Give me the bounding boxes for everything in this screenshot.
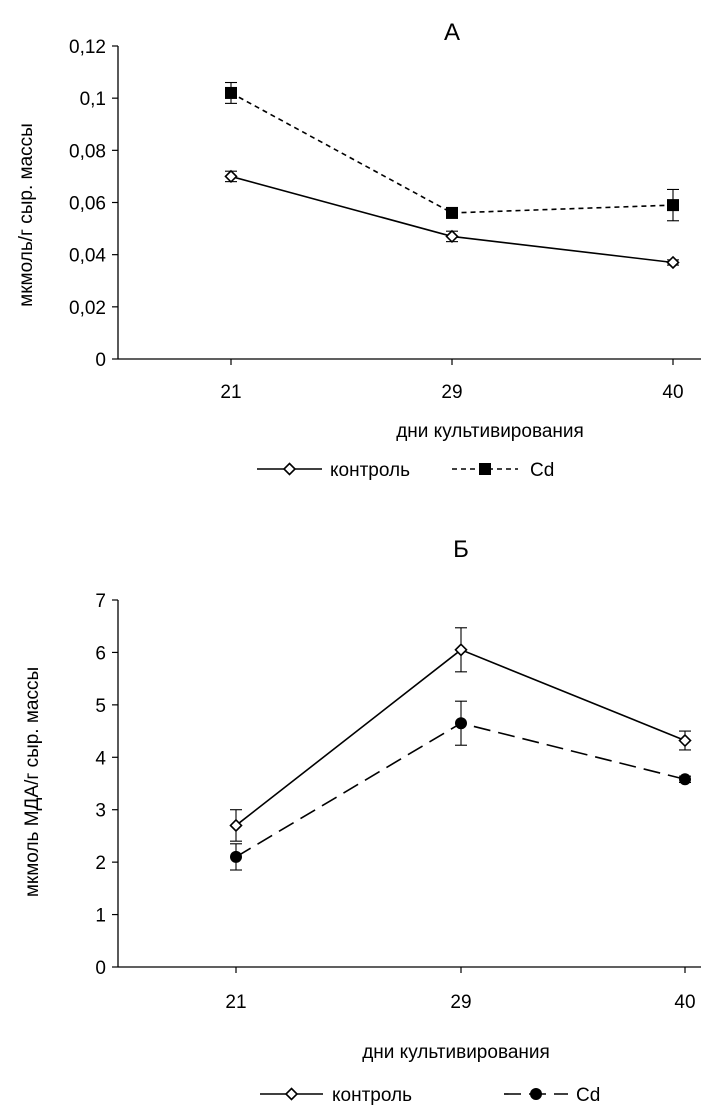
legend: контроль Cd bbox=[257, 460, 554, 481]
x-axis-label: дни культивирования bbox=[362, 1042, 550, 1063]
chart-panel-a: 0 0,02 0,04 0,06 0,08 0,1 0,12 21 29 40 Амкмоль/г … bbox=[16, 19, 701, 481]
legend-label: контроль bbox=[332, 1085, 412, 1106]
data-point bbox=[225, 86, 237, 99]
legend-marker bbox=[479, 463, 491, 475]
legend-marker bbox=[284, 1087, 299, 1101]
legend-label: контроль bbox=[330, 460, 410, 481]
data-point bbox=[455, 717, 467, 730]
y-tick-label: 0 bbox=[95, 958, 106, 979]
y-tick-label: 2 bbox=[95, 853, 106, 874]
data-point bbox=[666, 255, 680, 270]
y-tick-label: 0,1 bbox=[80, 89, 106, 110]
chart-title: Б bbox=[453, 536, 469, 563]
legend-marker bbox=[282, 462, 297, 476]
legend-label: Cd bbox=[530, 460, 554, 481]
x-axis-label: дни культивирования bbox=[396, 421, 584, 442]
data-point bbox=[679, 773, 691, 786]
data-point bbox=[667, 199, 679, 212]
y-tick-label: 4 bbox=[95, 748, 106, 769]
legend: контроль Cd bbox=[260, 1085, 600, 1106]
x-tick-label: 40 bbox=[662, 382, 683, 403]
y-tick-label: 6 bbox=[95, 643, 106, 664]
data-point bbox=[445, 229, 459, 244]
series-cd bbox=[230, 700, 691, 871]
data-point bbox=[446, 206, 458, 219]
y-tick-label: 0,04 bbox=[69, 246, 106, 267]
y-axis-label: мкмоль МДА/г сыр. массы bbox=[22, 667, 43, 897]
data-point bbox=[454, 643, 468, 657]
x-tick-label: 29 bbox=[441, 382, 462, 403]
legend-marker bbox=[530, 1088, 542, 1100]
y-tick-label: 3 bbox=[95, 801, 106, 822]
y-axis-label: мкмоль/г сыр. массы bbox=[16, 123, 37, 307]
y-tick-label: 5 bbox=[95, 696, 106, 717]
x-tick-label: 21 bbox=[225, 992, 246, 1013]
y-tick-label: 0,02 bbox=[69, 298, 106, 319]
series-line bbox=[230, 175, 674, 264]
series-cd bbox=[225, 81, 679, 222]
series-control bbox=[229, 627, 692, 842]
data-point bbox=[224, 169, 238, 184]
data-point bbox=[230, 850, 242, 863]
y-tick-label: 7 bbox=[95, 591, 106, 612]
y-tick-label: 0 bbox=[95, 350, 106, 371]
x-tick-label: 21 bbox=[220, 382, 241, 403]
series-line bbox=[230, 92, 674, 214]
x-tick-label: 40 bbox=[674, 992, 695, 1013]
x-tick-label: 29 bbox=[450, 992, 471, 1013]
y-tick-label: 1 bbox=[95, 906, 106, 927]
data-point bbox=[229, 818, 243, 833]
series-control bbox=[224, 169, 680, 270]
chart-title: А bbox=[444, 19, 460, 46]
y-tick-label: 0,06 bbox=[69, 194, 106, 215]
legend-label: Cd bbox=[576, 1085, 600, 1106]
y-tick-label: 0,12 bbox=[69, 37, 106, 58]
y-tick-label: 0,08 bbox=[69, 141, 106, 162]
data-point bbox=[678, 733, 692, 748]
